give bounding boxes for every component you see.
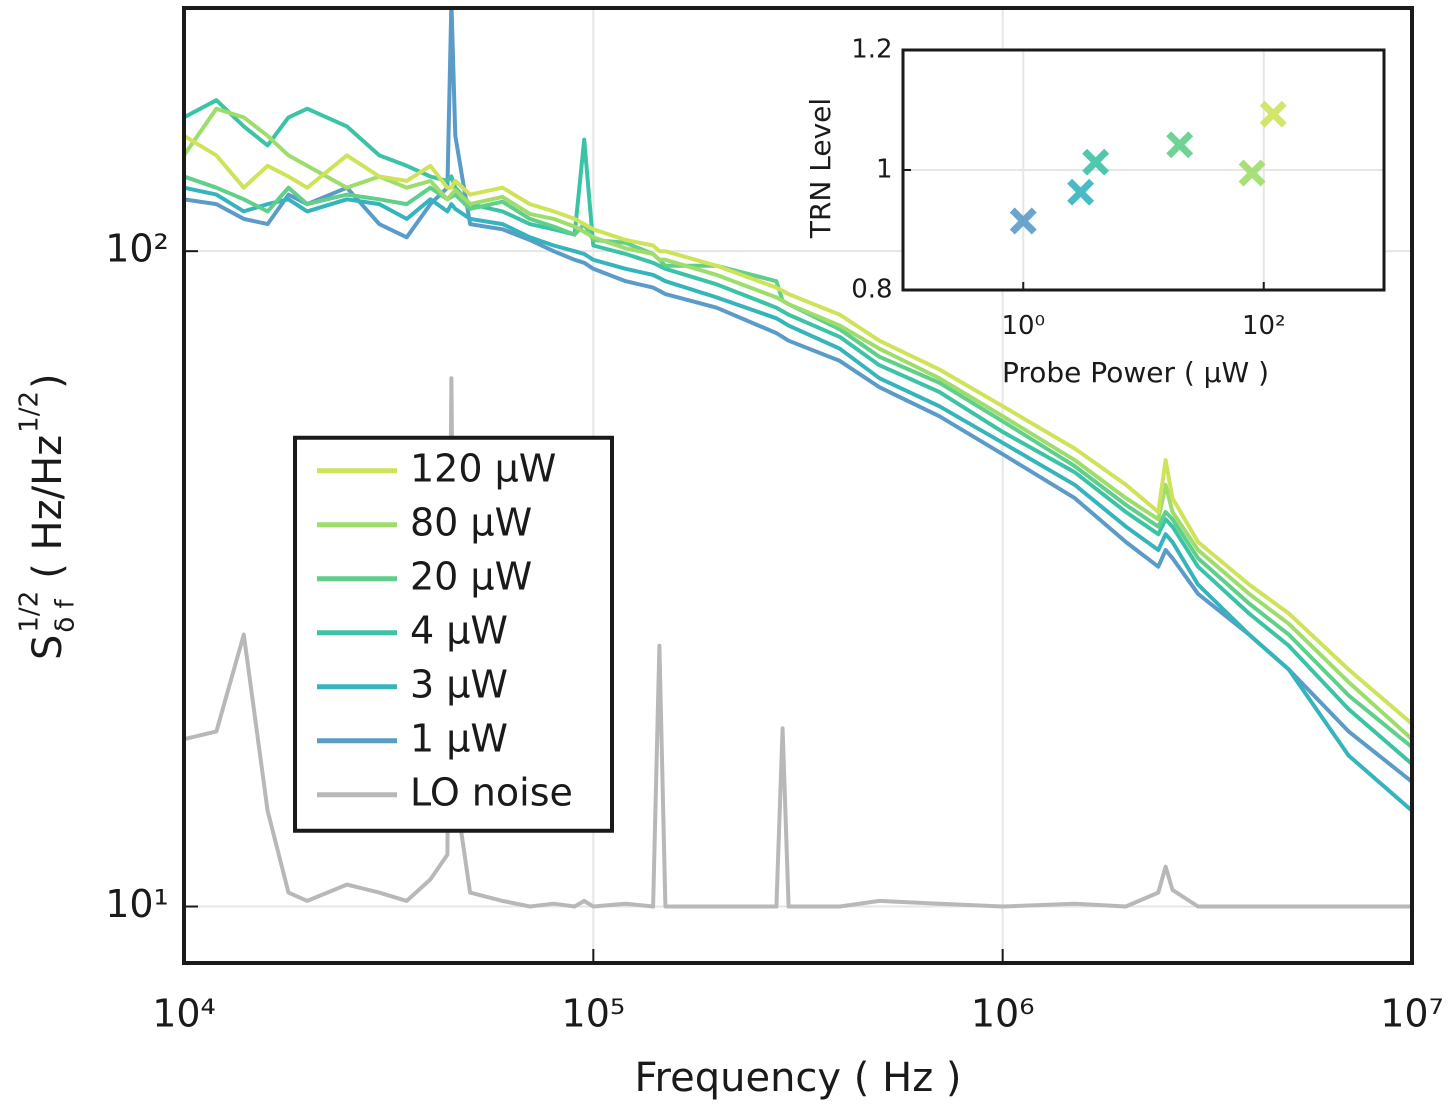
series-line <box>184 376 1412 909</box>
y-label-part: ( Hz/Hz <box>25 435 71 579</box>
y-label-sub: δ f <box>51 598 81 632</box>
y-tick-label: 0.8 <box>851 275 892 305</box>
legend-label: 4 µW <box>410 608 508 652</box>
marker-stroke <box>1067 178 1095 206</box>
marker-stroke <box>1009 207 1037 235</box>
x-tick-label: 10⁷ <box>1380 992 1444 1036</box>
legend-label: 3 µW <box>410 662 508 706</box>
legend-label: 120 µW <box>410 446 556 490</box>
axes-frame <box>901 48 1386 292</box>
series-line <box>184 98 1412 766</box>
legend-label: 20 µW <box>410 554 532 598</box>
y-tick-label: 10¹ <box>105 882 169 926</box>
x-tick-label: 10⁰ <box>1001 311 1045 341</box>
scatter-point <box>1259 100 1287 128</box>
legend-label: 1 µW <box>410 716 508 760</box>
marker-stroke <box>1082 148 1110 176</box>
y-label-part: S <box>25 635 71 660</box>
marker-stroke <box>1259 100 1287 128</box>
marker-stroke <box>1238 159 1266 187</box>
series-line <box>184 174 1412 749</box>
series-line <box>184 8 1412 784</box>
y-label-sup: 1/2 <box>15 391 45 433</box>
legend-label: 80 µW <box>410 500 532 544</box>
series-line <box>184 185 1412 813</box>
x-tick-label: 10² <box>1242 311 1286 341</box>
y-tick-label: 1 <box>876 155 893 185</box>
y-axis-label: S1/2 δ f( Hz/Hz1/2 ) <box>15 373 81 660</box>
x-tick-label: 10⁵ <box>562 992 626 1036</box>
y-label-part: ) <box>25 373 71 389</box>
marker-stroke <box>1166 131 1194 159</box>
series-line <box>184 134 1412 726</box>
legend-label: LO noise <box>410 770 573 814</box>
scatter-point <box>1009 207 1037 235</box>
y-label-sup: 1/2 <box>15 591 45 633</box>
x-axis-label: Frequency ( Hz ) <box>634 1055 961 1101</box>
scatter-point <box>1082 148 1110 176</box>
x-tick-label: 10⁶ <box>971 992 1035 1036</box>
y-axis-label: TRN Level <box>804 98 837 239</box>
y-tick-label: 1.2 <box>851 35 892 65</box>
y-tick-label: 10² <box>105 227 169 271</box>
axes-frame <box>182 6 1414 965</box>
x-tick-label: 10⁴ <box>152 992 216 1036</box>
scatter-point <box>1067 178 1095 206</box>
scatter-point <box>1166 131 1194 159</box>
scatter-point <box>1238 159 1266 187</box>
x-axis-label: Probe Power ( µW ) <box>1002 356 1269 389</box>
